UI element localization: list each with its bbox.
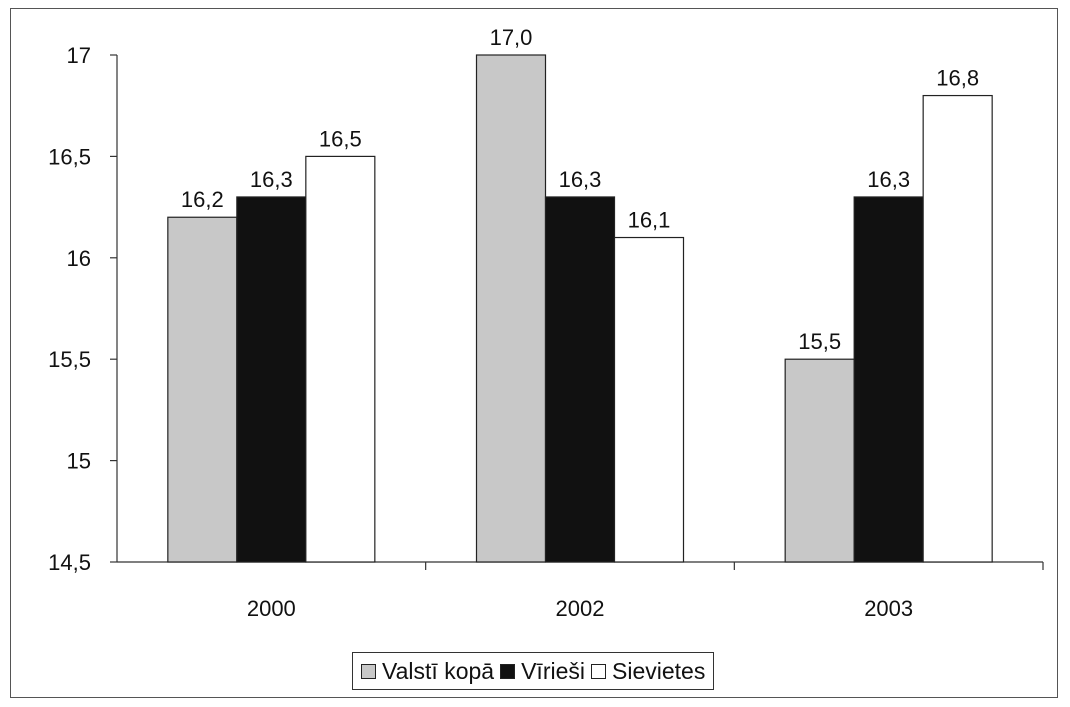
data-label: 17,0 bbox=[490, 25, 533, 50]
bar bbox=[853, 196, 924, 563]
data-label: 16,3 bbox=[250, 167, 293, 192]
bar bbox=[922, 94, 993, 563]
bar bbox=[613, 236, 685, 563]
legend-label-sievietes: Sievietes bbox=[612, 657, 706, 684]
legend-swatch-gray bbox=[361, 663, 376, 679]
legend: Valstī kopā Vīrieši Sievietes bbox=[352, 652, 715, 690]
data-label: 15,5 bbox=[798, 329, 841, 354]
bar bbox=[784, 358, 855, 563]
legend-swatch-white bbox=[591, 663, 606, 679]
bar bbox=[236, 196, 307, 563]
bar bbox=[305, 155, 376, 563]
data-label: 16,8 bbox=[936, 66, 979, 91]
bar bbox=[544, 196, 616, 563]
data-label: 16,5 bbox=[319, 126, 362, 151]
y-tick-label: 15,5 bbox=[48, 347, 91, 372]
legend-item-valsti-kopa: Valstī kopā bbox=[361, 658, 494, 685]
legend-label-virieši: Vīrieši bbox=[521, 657, 585, 684]
data-label: 16,2 bbox=[181, 187, 224, 212]
bar bbox=[475, 54, 547, 563]
y-tick-label: 15 bbox=[67, 449, 91, 474]
legend-item-sievietes: Sievietes bbox=[591, 658, 705, 685]
bar bbox=[167, 216, 238, 563]
y-tick-label: 17 bbox=[67, 43, 91, 68]
y-tick-label: 14,5 bbox=[48, 550, 91, 575]
x-tick-label: 2003 bbox=[864, 596, 913, 621]
data-label: 16,3 bbox=[559, 167, 602, 192]
legend-label-valsti-kopa: Valstī kopā bbox=[382, 657, 495, 684]
y-tick-label: 16,5 bbox=[48, 144, 91, 169]
chart-bars bbox=[167, 54, 993, 563]
data-label: 16,3 bbox=[867, 167, 910, 192]
data-label: 16,1 bbox=[628, 208, 671, 233]
x-tick-label: 2000 bbox=[247, 596, 296, 621]
x-tick-label: 2002 bbox=[556, 596, 605, 621]
legend-swatch-black bbox=[500, 663, 516, 679]
chart-labels: 16,2 16,3 16,5 2000 17,0 16,3 16,1 2002 15,5 16,3… bbox=[181, 25, 979, 621]
y-tick-label: 16 bbox=[67, 246, 91, 271]
legend-item-virieši: Vīrieši bbox=[500, 658, 585, 685]
